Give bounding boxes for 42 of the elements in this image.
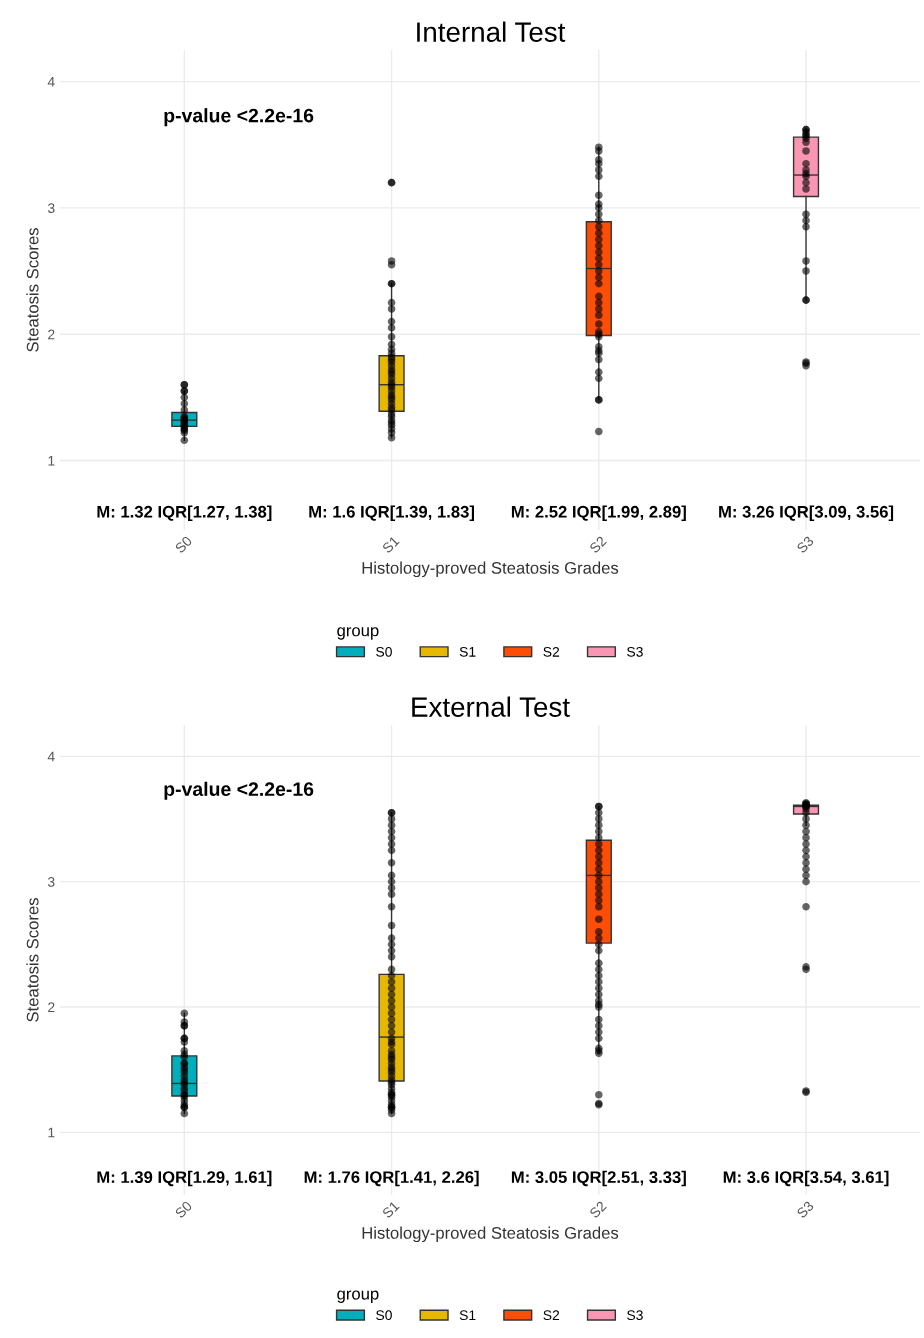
x-tick-label: S1 xyxy=(381,1200,400,1219)
legend-label: S2 xyxy=(543,646,560,657)
legend-label: S3 xyxy=(627,646,643,657)
x-tick-label: S3 xyxy=(796,1200,815,1219)
y-tick-label: 3 xyxy=(47,203,55,214)
y-axis-title: Steatosis Scores xyxy=(26,898,39,1022)
y-tick-label: 4 xyxy=(47,751,55,762)
y-tick-label: 3 xyxy=(47,877,55,887)
y-tick-label: 4 xyxy=(47,77,55,87)
x-tick-label: S2 xyxy=(588,1200,607,1219)
x-tick-label: S0 xyxy=(174,1200,193,1219)
x-tick-label: S0 xyxy=(174,535,193,554)
annotation: M: 1.76 IQR[1.41, 2.26] xyxy=(304,1170,479,1187)
x-tick-label: S3 xyxy=(796,535,815,554)
annotation: M: 1.32 IQR[1.27, 1.38] xyxy=(97,505,272,521)
legend-title: group xyxy=(337,627,379,640)
annotation: M: 1.6 IQR[1.39, 1.83] xyxy=(309,505,474,521)
legend-label: S1 xyxy=(459,646,476,657)
y-tick-label: 1 xyxy=(48,1127,55,1138)
y-axis-title: Steatosis Scores xyxy=(26,228,39,352)
legend-label: S2 xyxy=(543,1310,560,1321)
annotation: M: 3.6 IQR[3.54, 3.61] xyxy=(723,1170,889,1187)
chart-title: External Test xyxy=(412,696,570,717)
annotation: p-value <2.2e-16 xyxy=(164,781,314,800)
y-tick-label: 2 xyxy=(48,329,55,340)
legend-label: S3 xyxy=(627,1310,643,1321)
x-axis-title: Histology-proved Steatosis Grades xyxy=(362,561,619,578)
annotation: M: 1.39 IQR[1.29, 1.61] xyxy=(97,1170,272,1187)
legend-label: S0 xyxy=(376,1310,392,1321)
chart-title: Internal Test xyxy=(417,21,566,42)
y-tick-label: 2 xyxy=(48,1002,55,1013)
legend-title: group xyxy=(337,1290,379,1303)
annotation: M: 2.52 IQR[1.99, 2.89] xyxy=(511,505,686,521)
x-tick-label: S1 xyxy=(381,535,400,554)
annotation: M: 3.26 IQR[3.09, 3.56] xyxy=(719,505,894,521)
legend-label: S0 xyxy=(376,646,392,657)
legend-label: S1 xyxy=(459,1310,476,1321)
y-tick-label: 1 xyxy=(48,456,55,466)
x-axis-title: Histology-proved Steatosis Grades xyxy=(362,1226,619,1243)
x-tick-label: S2 xyxy=(588,535,607,554)
annotation: M: 3.05 IQR[2.51, 3.33] xyxy=(511,1170,686,1187)
annotation: p-value <2.2e-16 xyxy=(164,108,314,127)
